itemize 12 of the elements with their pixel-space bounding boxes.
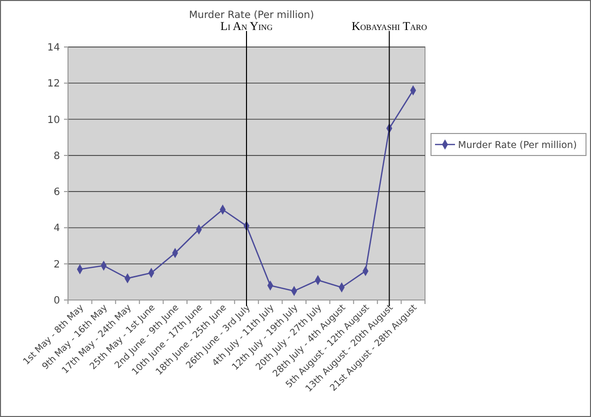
y-tick-label: 12 — [47, 78, 60, 90]
ref-line-label: Kobayashi Taro — [352, 19, 428, 33]
ref-line-label: Li An Ying — [220, 19, 273, 33]
y-tick-label: 4 — [54, 223, 60, 234]
y-tick-label: 10 — [47, 114, 60, 126]
y-tick-label: 6 — [54, 187, 60, 198]
y-tick-label: 2 — [54, 259, 60, 270]
legend-label: Murder Rate (Per million) — [458, 140, 577, 151]
y-tick-label: 14 — [47, 42, 60, 54]
chart-title: Murder Rate (Per million) — [188, 10, 314, 21]
y-tick-label: 0 — [54, 296, 60, 306]
y-tick-label: 8 — [54, 150, 60, 162]
